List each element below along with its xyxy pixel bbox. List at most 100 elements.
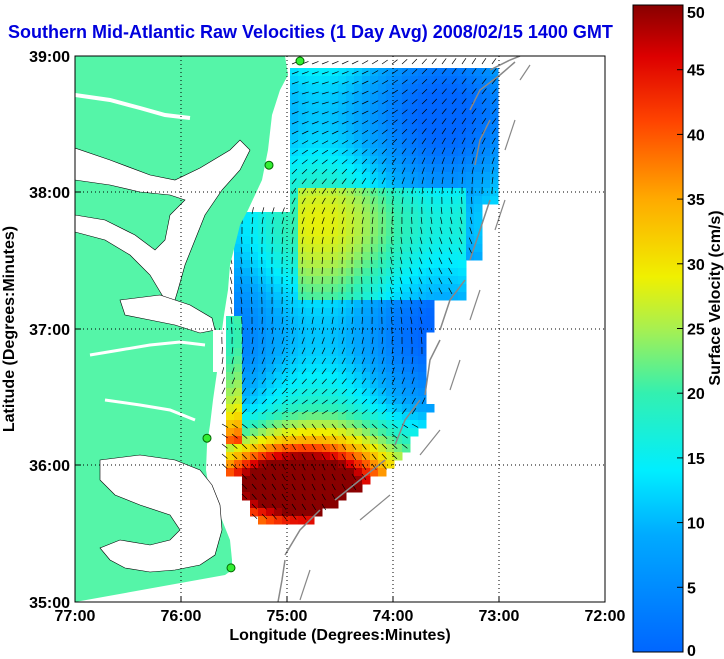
colorbar-tick-label: 0 — [687, 643, 696, 659]
velocity-arrow — [251, 398, 257, 405]
velocity-cell — [466, 116, 475, 125]
velocity-arrow — [301, 81, 309, 85]
velocity-arrow — [321, 317, 324, 325]
velocity-arrow — [411, 157, 416, 165]
velocity-cell — [394, 444, 403, 453]
velocity-cell — [282, 380, 291, 389]
velocity-cell — [234, 396, 243, 405]
velocity-arrow — [311, 433, 317, 440]
velocity-cell — [274, 396, 283, 405]
velocity-arrow — [321, 443, 326, 451]
velocity-cell — [322, 436, 331, 445]
velocity-arrow — [451, 98, 457, 105]
velocity-arrow — [250, 277, 253, 285]
velocity-cell — [426, 300, 435, 309]
velocity-cell — [362, 188, 371, 197]
velocity-cell — [418, 300, 427, 309]
velocity-arrow — [351, 217, 355, 225]
velocity-arrow — [230, 297, 233, 305]
velocity-arrow — [411, 148, 417, 155]
velocity-arrow — [341, 120, 349, 125]
velocity-cell — [282, 468, 291, 477]
velocity-arrow — [381, 129, 388, 135]
velocity-arrow — [491, 118, 497, 125]
velocity-cell — [466, 76, 475, 85]
velocity-cell — [282, 308, 291, 317]
velocity-cell — [450, 188, 459, 197]
velocity-cell — [322, 124, 331, 133]
velocity-arrow — [361, 316, 363, 325]
velocity-arrow — [371, 367, 376, 375]
velocity-arrow — [301, 168, 308, 175]
velocity-arrow — [321, 227, 325, 235]
velocity-arrow — [371, 177, 376, 185]
velocity-cell — [242, 356, 251, 365]
velocity-arrow — [291, 483, 296, 491]
velocity-cell — [322, 244, 331, 253]
velocity-cell — [466, 204, 475, 213]
velocity-cell — [266, 348, 275, 357]
velocity-cell — [418, 204, 427, 213]
velocity-cell — [322, 484, 331, 493]
velocity-arrow — [399, 287, 403, 295]
velocity-cell — [306, 228, 315, 237]
velocity-arrow — [471, 78, 477, 85]
velocity-cell — [402, 332, 411, 341]
velocity-cell — [306, 156, 315, 165]
velocity-cell — [386, 244, 395, 253]
velocity-cell — [418, 332, 427, 341]
velocity-cell — [234, 324, 243, 333]
velocity-cell — [250, 372, 259, 381]
velocity-cell — [434, 76, 443, 85]
velocity-cell — [274, 324, 283, 333]
velocity-cell — [482, 188, 491, 197]
velocity-arrow — [381, 167, 387, 175]
velocity-arrow — [321, 483, 326, 491]
velocity-cell — [370, 108, 379, 117]
velocity-cell — [386, 236, 395, 245]
velocity-cell — [410, 204, 419, 213]
velocity-cell — [298, 220, 307, 229]
velocity-arrow — [331, 307, 334, 315]
velocity-cell — [378, 124, 387, 133]
velocity-cell — [274, 460, 283, 469]
velocity-arrow — [281, 246, 283, 255]
velocity-arrow — [371, 90, 379, 95]
velocity-arrow — [361, 158, 368, 165]
velocity-cell — [338, 444, 347, 453]
velocity-arrow — [371, 80, 379, 85]
velocity-cell — [450, 84, 459, 93]
velocity-cell — [234, 412, 243, 421]
velocity-cell — [258, 268, 267, 277]
velocity-cell — [434, 68, 443, 77]
velocity-arrow — [231, 357, 234, 365]
velocity-arrow — [431, 157, 436, 165]
velocity-cell — [282, 340, 291, 349]
velocity-cell — [354, 244, 363, 253]
velocity-arrow — [291, 307, 294, 315]
velocity-arrow — [371, 347, 375, 355]
velocity-cell — [330, 348, 339, 357]
velocity-arrow — [331, 256, 333, 265]
velocity-arrow — [411, 423, 419, 428]
grid-lines — [75, 56, 605, 602]
velocity-cell — [330, 124, 339, 133]
velocity-cell — [290, 172, 299, 181]
velocity-arrow — [381, 453, 387, 460]
velocity-cell — [258, 260, 267, 269]
velocity-arrow — [271, 207, 275, 215]
velocity-arrow — [221, 433, 228, 439]
velocity-arrow — [251, 513, 258, 520]
velocity-cell — [338, 204, 347, 213]
velocity-cell — [290, 380, 299, 389]
velocity-arrow — [231, 453, 238, 460]
velocity-arrow — [401, 346, 403, 355]
velocity-cell — [234, 436, 243, 445]
velocity-cell — [418, 292, 427, 301]
velocity-arrow — [291, 443, 296, 451]
velocity-cell — [418, 180, 427, 189]
velocity-cell — [362, 308, 371, 317]
velocity-cell — [450, 260, 459, 269]
velocity-cell — [434, 156, 443, 165]
velocity-cell — [330, 228, 339, 237]
